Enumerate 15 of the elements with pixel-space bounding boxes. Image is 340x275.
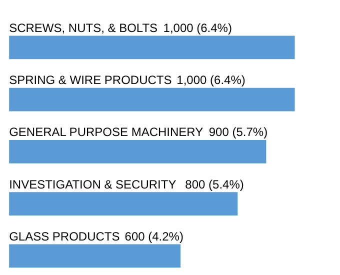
data-label: 600 (4.2%): [124, 229, 184, 244]
y-tick-label: GENERAL PURPOSE MACHINERY: [9, 125, 204, 140]
y-tick-label: SPRING & WIRE PRODUCTS: [9, 73, 172, 87]
y-tick-label: GLASS PRODUCTS: [9, 229, 120, 244]
bar: [9, 88, 295, 112]
bar: [9, 244, 180, 268]
bar: [9, 140, 266, 164]
data-label: 1,000 (6.4%): [176, 73, 246, 87]
data-label: 800 (5.4%): [185, 177, 244, 192]
data-label: 900 (5.7%): [208, 125, 268, 140]
y-tick-label: SCREWS, NUTS, & BOLTS: [9, 20, 158, 35]
bar: [9, 36, 295, 60]
y-tick-label: INVESTIGATION & SECURITY: [9, 177, 176, 192]
bar: [9, 192, 238, 216]
data-label: 1,000 (6.4%): [163, 20, 232, 35]
